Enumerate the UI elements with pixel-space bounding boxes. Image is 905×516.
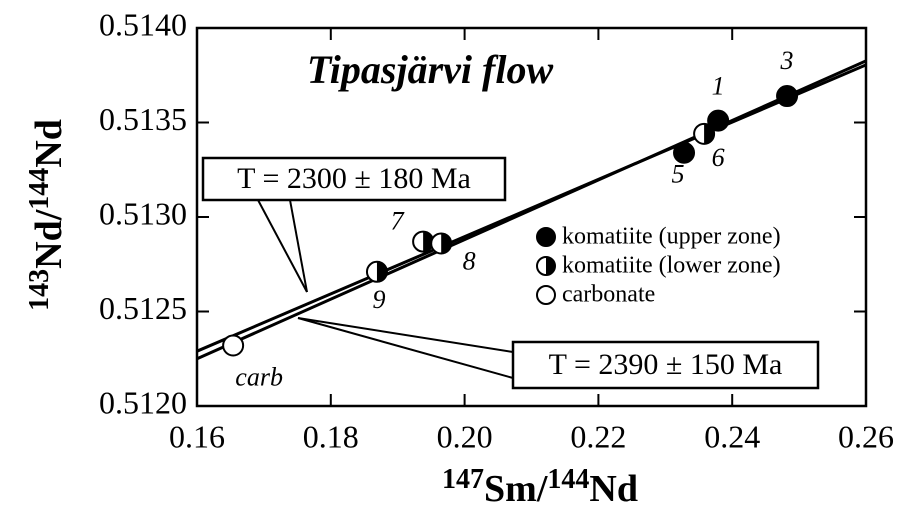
- point-circle: [707, 109, 730, 132]
- point: [536, 256, 556, 276]
- point: [693, 122, 716, 145]
- x-label-part: Sm/: [484, 468, 548, 510]
- point-label: 3: [780, 46, 794, 75]
- point-circle: [776, 85, 799, 108]
- x-tick-label: 0.18: [303, 418, 359, 454]
- callout-leader: [289, 199, 308, 293]
- point-label: 5: [672, 160, 685, 189]
- point-label: 9: [372, 285, 385, 314]
- point-half: [441, 233, 452, 254]
- y-tick-label: 0.5135: [99, 101, 187, 137]
- x-tick-label: 0.16: [169, 418, 225, 454]
- callout-box: [201, 156, 507, 202]
- point-circle: [222, 334, 245, 357]
- x-tick-label: 0.24: [704, 418, 760, 454]
- callout-label: T = 2390 ± 150 Ma: [549, 348, 783, 381]
- legend-label: carbonate: [562, 282, 655, 308]
- point-label: carb: [235, 362, 283, 391]
- plot-frame: [195, 26, 868, 408]
- point-circle: [536, 285, 556, 305]
- point-circle: [673, 141, 696, 164]
- point-half: [704, 123, 715, 144]
- point-label: 6: [712, 143, 725, 172]
- chart-title: Tipasjärvi flow: [307, 47, 554, 92]
- point-label: 1: [712, 72, 725, 101]
- isochron-line: [197, 63, 866, 353]
- y-tick-label: 0.5120: [99, 384, 187, 420]
- point: [536, 227, 556, 247]
- y-axis-label: 143Nd/144Nd: [24, 119, 69, 311]
- point: [673, 141, 696, 164]
- callout-label: T = 2300 ± 180 Ma: [237, 162, 471, 195]
- point: [412, 230, 435, 253]
- point: [365, 260, 388, 283]
- point-label: 8: [463, 246, 476, 275]
- y-label-part: 143: [24, 269, 55, 311]
- y-label-part: Nd/: [28, 209, 70, 269]
- y-tick-label: 0.5125: [99, 290, 187, 326]
- y-tick-label: 0.5130: [99, 195, 187, 231]
- x-tick-label: 0.20: [437, 418, 493, 454]
- legend-label: komatiite (upper zone): [562, 224, 781, 250]
- point: [707, 109, 730, 132]
- y-label-part: 144: [24, 168, 55, 210]
- y-label-part: Nd: [28, 119, 70, 168]
- isochron-line: [197, 59, 866, 361]
- x-label-part: 147: [442, 464, 484, 495]
- x-tick-label: 0.22: [570, 418, 626, 454]
- point: [776, 85, 799, 108]
- point: [430, 232, 453, 255]
- plot-area: [197, 59, 866, 361]
- x-label-part: 144: [547, 464, 589, 495]
- point: [536, 285, 556, 305]
- callout-leader: [297, 317, 514, 379]
- point: [222, 334, 245, 357]
- point-circle: [536, 227, 556, 247]
- x-label-part: Nd: [589, 468, 638, 510]
- callout-leader: [297, 317, 514, 353]
- x-axis-label: 147Sm/144Nd: [442, 464, 638, 509]
- point-label: 7: [391, 207, 405, 236]
- legend-label: komatiite (lower zone): [562, 253, 781, 279]
- point-half: [423, 231, 434, 252]
- point-half: [376, 261, 387, 282]
- y-tick-label: 0.5140: [99, 6, 187, 42]
- x-tick-label: 0.26: [838, 418, 894, 454]
- callout-leader: [257, 199, 308, 293]
- callout-box: [511, 340, 820, 390]
- point-half: [546, 257, 555, 275]
